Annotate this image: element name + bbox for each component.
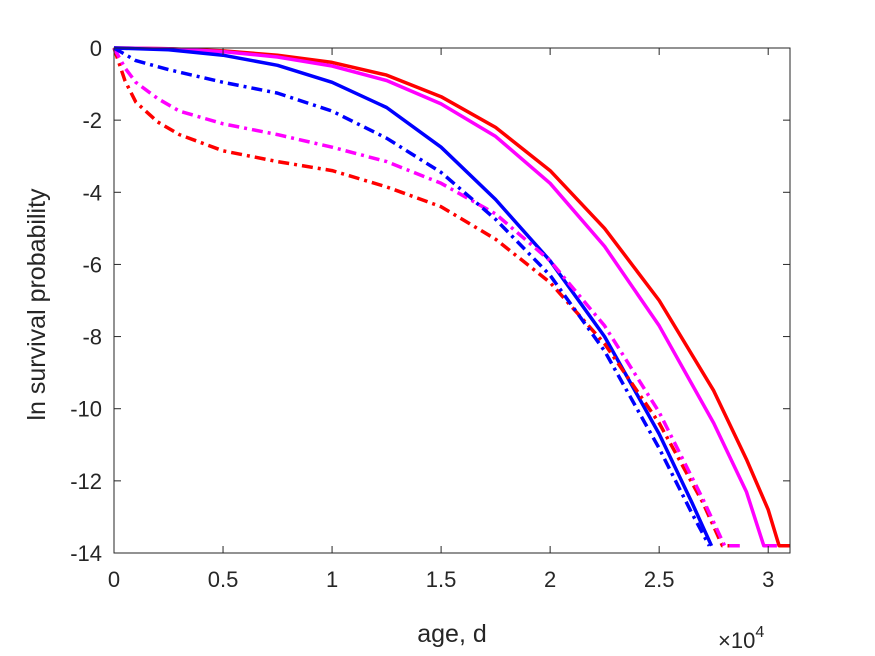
series-line-3 — [113, 46, 714, 547]
x-tick-label: 0.5 — [208, 567, 239, 592]
axes-box — [113, 47, 791, 554]
y-axis-title: ln survival probability — [23, 188, 51, 421]
x-tick-label: 1 — [326, 567, 338, 592]
x-tick-label: 0 — [108, 567, 120, 592]
y-tick-label: -8 — [82, 325, 102, 350]
x-tick-label: 1.5 — [426, 567, 457, 592]
x-axis-multiplier: ×104 — [718, 624, 764, 653]
y-tick-label: -10 — [70, 397, 102, 422]
y-tick-label: -2 — [82, 108, 102, 133]
x-axis-multiplier-base: ×10 — [718, 628, 755, 653]
x-tick-label: 2 — [544, 567, 556, 592]
series-line-5 — [112, 47, 740, 548]
x-tick-label: 3 — [762, 567, 774, 592]
x-axis-multiplier-exponent: 4 — [755, 624, 764, 641]
series-line-6 — [113, 46, 711, 547]
y-tick-label: -12 — [70, 469, 102, 494]
axes-layer: 0 0.5 1 1.5 2 2.5 3 0 -2 -4 -6 -8 -10 -12 -14 — [70, 36, 791, 592]
y-tick-label: -14 — [70, 541, 102, 566]
series-line-4 — [112, 47, 734, 548]
y-tick-label: 0 — [90, 36, 102, 61]
series-line-2 — [113, 46, 777, 548]
series-layer — [112, 46, 790, 548]
x-tick-label: 2.5 — [644, 567, 675, 592]
x-axis-title: age, d — [417, 620, 487, 648]
plot-area — [114, 48, 790, 553]
y-tick-label: -4 — [82, 180, 102, 205]
y-tick-label: -6 — [82, 252, 102, 277]
